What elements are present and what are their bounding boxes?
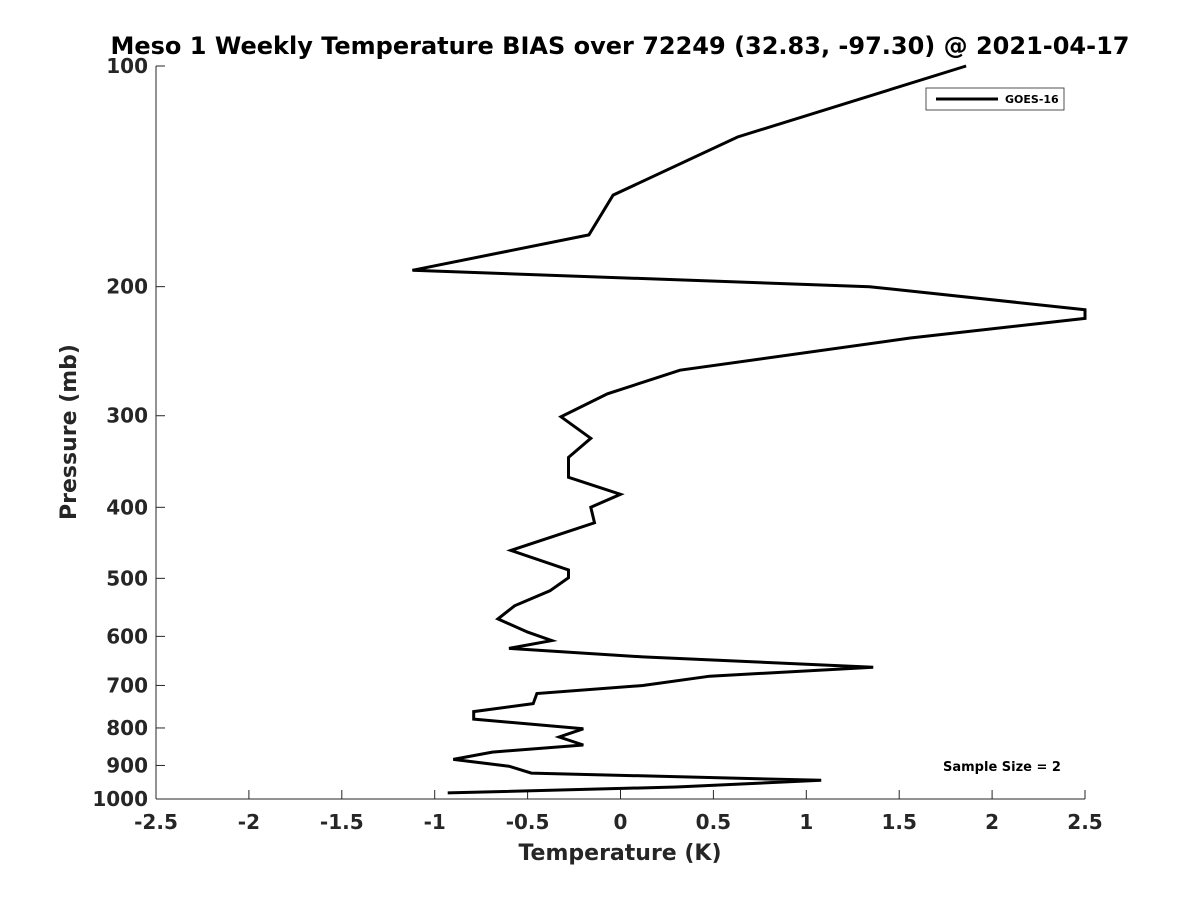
- series-line-goes-16: [412, 64, 1087, 795]
- x-tick-label: -1.5: [320, 810, 364, 834]
- y-tick-label: 200: [106, 275, 148, 299]
- y-tick-label: 500: [106, 566, 148, 590]
- x-tick-label: 1: [799, 810, 813, 834]
- legend: GOES-16: [925, 87, 1065, 111]
- y-tick-label: 700: [106, 673, 148, 697]
- y-tick-label: 1000: [92, 787, 148, 811]
- chart-title: Meso 1 Weekly Temperature BIAS over 7224…: [110, 32, 1129, 60]
- y-tick-label: 300: [106, 404, 148, 428]
- x-tick-label: -0.5: [506, 810, 550, 834]
- y-tick-label: 100: [106, 54, 148, 78]
- y-axis-label: Pressure (mb): [57, 344, 82, 520]
- x-ticks: -2.5 -2 -1.5 -1 -0.5 0 0.5 1 1.5 2 2.5: [134, 790, 1103, 834]
- series-layer: [412, 64, 1087, 795]
- x-tick-label: 0.5: [696, 810, 731, 834]
- x-tick-label: 1.5: [881, 810, 916, 834]
- y-tick-label: 900: [106, 753, 148, 777]
- x-tick-label: -2: [238, 810, 260, 834]
- legend-label-goes-16: GOES-16: [1005, 93, 1059, 106]
- y-tick-label: 800: [106, 716, 148, 740]
- sample-size-annotation: Sample Size = 2: [943, 760, 1061, 775]
- y-tick-label: 600: [106, 624, 148, 648]
- y-tick-label: 400: [106, 495, 148, 519]
- x-tick-label: -1: [424, 810, 446, 834]
- x-tick-label: 2: [985, 810, 999, 834]
- x-tick-label: 2.5: [1067, 810, 1102, 834]
- plot-area: [156, 66, 1085, 799]
- x-axis-label: Temperature (K): [518, 841, 721, 866]
- x-tick-label: 0: [614, 810, 628, 834]
- y-ticks: 100 200 300 400 500 600 700 800 900 1000: [92, 54, 165, 811]
- x-tick-label: -2.5: [134, 810, 178, 834]
